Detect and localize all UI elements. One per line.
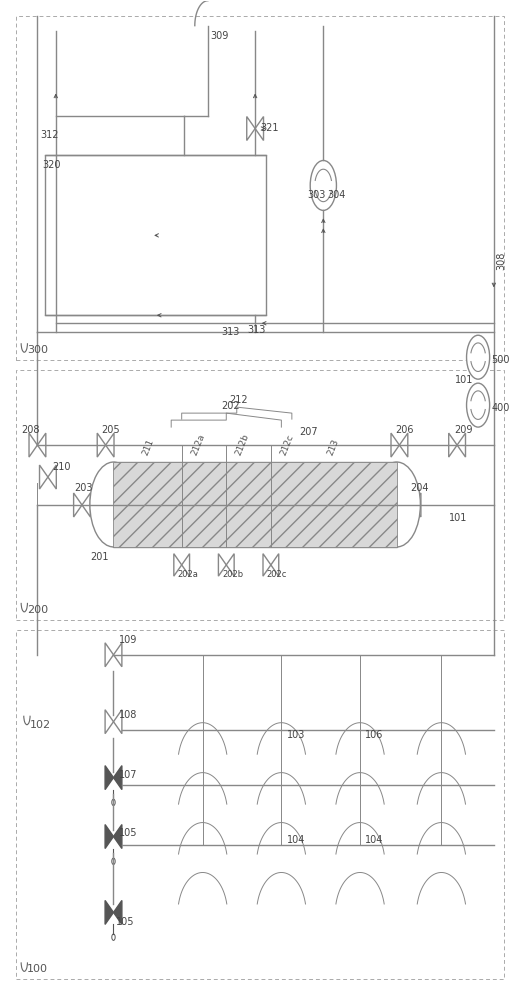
Text: 102: 102 bbox=[29, 720, 50, 730]
Text: 106: 106 bbox=[365, 730, 383, 740]
Text: 109: 109 bbox=[119, 635, 137, 645]
Ellipse shape bbox=[373, 462, 420, 547]
Text: 202c: 202c bbox=[267, 570, 287, 579]
Text: 200: 200 bbox=[27, 605, 48, 615]
Circle shape bbox=[310, 160, 337, 210]
Text: 212b: 212b bbox=[234, 433, 251, 457]
Bar bbox=[16, 16, 504, 360]
Text: 321: 321 bbox=[260, 123, 279, 133]
Text: 212c: 212c bbox=[279, 433, 295, 457]
Text: 105: 105 bbox=[119, 828, 137, 838]
Bar bbox=[114, 462, 397, 547]
Text: 100: 100 bbox=[27, 964, 48, 974]
Polygon shape bbox=[105, 900, 114, 924]
Text: 206: 206 bbox=[395, 425, 414, 435]
Text: 202a: 202a bbox=[177, 570, 198, 579]
Text: 313: 313 bbox=[247, 325, 266, 335]
Text: 320: 320 bbox=[43, 160, 61, 170]
Text: 101: 101 bbox=[449, 513, 468, 523]
Text: 104: 104 bbox=[287, 835, 305, 845]
Text: 212: 212 bbox=[229, 395, 248, 405]
Ellipse shape bbox=[90, 462, 137, 547]
Polygon shape bbox=[114, 825, 122, 849]
Text: 204: 204 bbox=[410, 483, 428, 493]
Text: 208: 208 bbox=[22, 425, 40, 435]
Text: 104: 104 bbox=[365, 835, 383, 845]
Text: 312: 312 bbox=[40, 130, 58, 140]
Text: 209: 209 bbox=[454, 425, 473, 435]
Bar bbox=[114, 462, 397, 547]
Text: 103: 103 bbox=[287, 730, 305, 740]
Text: 210: 210 bbox=[52, 462, 70, 472]
Text: 107: 107 bbox=[119, 770, 137, 780]
Text: 211: 211 bbox=[141, 438, 156, 457]
Text: 202: 202 bbox=[221, 401, 240, 411]
Text: 101: 101 bbox=[454, 375, 473, 385]
Text: 205: 205 bbox=[102, 425, 120, 435]
Polygon shape bbox=[105, 825, 114, 849]
Polygon shape bbox=[105, 766, 114, 790]
Polygon shape bbox=[114, 766, 122, 790]
Bar bbox=[45, 155, 266, 315]
Text: 201: 201 bbox=[90, 552, 108, 562]
Text: 105: 105 bbox=[116, 917, 135, 927]
Polygon shape bbox=[114, 900, 122, 924]
Circle shape bbox=[467, 383, 490, 427]
Text: 213: 213 bbox=[326, 438, 341, 457]
Text: 300: 300 bbox=[27, 345, 48, 355]
Text: 203: 203 bbox=[74, 483, 93, 493]
Text: 308: 308 bbox=[497, 252, 507, 270]
Text: 304: 304 bbox=[328, 190, 346, 200]
Text: 309: 309 bbox=[210, 31, 229, 41]
Text: 313: 313 bbox=[221, 327, 239, 337]
Circle shape bbox=[467, 335, 490, 379]
Text: 400: 400 bbox=[491, 403, 510, 413]
Text: 500: 500 bbox=[491, 355, 510, 365]
Text: 303: 303 bbox=[308, 190, 326, 200]
Text: 212a: 212a bbox=[189, 433, 206, 457]
Bar bbox=[16, 370, 504, 620]
Bar bbox=[16, 630, 504, 979]
Text: 207: 207 bbox=[300, 427, 318, 437]
Text: 202b: 202b bbox=[222, 570, 243, 579]
Text: 108: 108 bbox=[119, 710, 137, 720]
